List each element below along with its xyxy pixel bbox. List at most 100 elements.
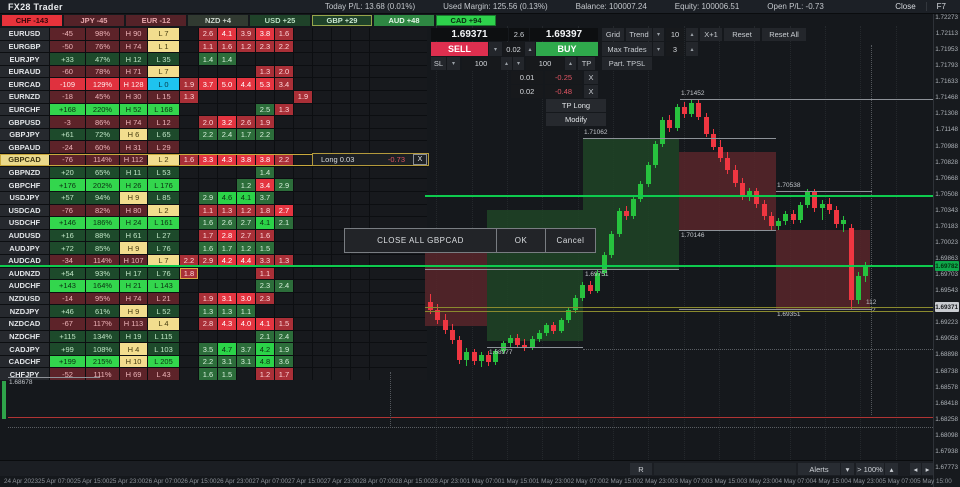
signal-cell: 3.7 xyxy=(199,78,217,91)
close-position-button[interactable]: X xyxy=(413,154,427,165)
pair-label[interactable]: USDCHF xyxy=(0,217,49,229)
zoom-level[interactable]: > 100% xyxy=(856,463,884,475)
signal-cell: 1.2 xyxy=(237,40,255,53)
currency-badge-eur[interactable]: EUR -12 xyxy=(126,15,186,26)
pair-label[interactable]: AUDNZD xyxy=(0,267,49,280)
x-plus-one-button[interactable]: X+1 xyxy=(700,28,722,41)
pair-label[interactable]: NZDUSD xyxy=(0,292,49,305)
currency-badge-nzd[interactable]: NZD +4 xyxy=(188,15,248,26)
pair-label[interactable]: AUDCHF xyxy=(0,280,49,292)
chevron-down-icon[interactable]: ▾ xyxy=(841,463,854,475)
pair-label[interactable]: USDJPY xyxy=(0,191,49,204)
chevron-down-icon[interactable]: ▾ xyxy=(653,28,664,41)
pair-label[interactable]: EURAUD xyxy=(0,65,49,78)
chevron-down-icon[interactable]: ▾ xyxy=(513,57,524,70)
high-value: H 69 xyxy=(120,368,147,381)
change-value: +168 xyxy=(50,103,85,116)
chevron-up-icon[interactable]: ▴ xyxy=(686,28,698,41)
ok-button[interactable]: OK xyxy=(497,229,546,252)
reset-button[interactable]: Reset xyxy=(724,28,760,41)
f7-button[interactable]: F7 xyxy=(925,2,956,11)
chevron-up-icon[interactable]: ▴ xyxy=(885,463,898,475)
sl-input[interactable]: 100 xyxy=(462,57,500,70)
chevron-up-icon[interactable]: ▴ xyxy=(501,57,512,70)
currency-badge-aud[interactable]: AUD +48 xyxy=(374,15,434,26)
partial-close-button[interactable]: X xyxy=(584,85,598,98)
chevron-up-icon[interactable]: ▴ xyxy=(686,42,698,56)
chevron-down-icon[interactable]: ▾ xyxy=(489,42,502,56)
pair-label[interactable]: GBPCHF xyxy=(0,179,49,191)
cancel-button[interactable]: Cancel xyxy=(556,236,585,245)
trend-select[interactable]: Trend xyxy=(626,28,652,41)
empty-cell xyxy=(218,103,236,116)
pair-label[interactable]: EURJPY xyxy=(0,53,49,65)
chevron-down-icon[interactable]: ▾ xyxy=(653,42,664,56)
r-button[interactable]: R xyxy=(630,463,652,475)
tp-input[interactable]: 100 xyxy=(526,57,564,70)
signal-cell: 4.2 xyxy=(218,254,236,267)
buy-button[interactable]: BUY xyxy=(536,42,598,56)
signal-cell: 1.7 xyxy=(275,368,293,381)
modify-menu-item[interactable]: Modify xyxy=(546,113,606,126)
trend-value-input[interactable]: 10 xyxy=(666,28,684,41)
empty-cell xyxy=(180,292,198,305)
pair-label[interactable]: AUDUSD xyxy=(0,229,49,242)
pair-label[interactable]: NZDJPY xyxy=(0,305,49,318)
grid-button[interactable]: Grid xyxy=(602,28,624,41)
pair-label[interactable]: CADJPY xyxy=(0,343,49,355)
time-tick: 26 Apr 15:00 xyxy=(180,478,217,485)
sell-button[interactable]: SELL xyxy=(431,42,488,56)
chevron-down-icon[interactable]: ▾ xyxy=(447,57,460,70)
currency-badge-cad[interactable]: CAD +94 xyxy=(436,15,496,26)
row-trailing-cell xyxy=(370,217,427,229)
pair-label[interactable]: EURNZD xyxy=(0,91,49,103)
chevron-up-icon[interactable]: ▴ xyxy=(565,57,576,70)
partial-tpsl-button[interactable]: Part. TPSL xyxy=(602,57,652,70)
pair-label[interactable]: EURGBP xyxy=(0,40,49,53)
empty-cell xyxy=(237,53,255,65)
chevron-up-icon[interactable]: ▴ xyxy=(525,42,535,56)
tp-long-menu-item[interactable]: TP Long xyxy=(546,99,606,112)
change-value: +61 xyxy=(50,128,85,141)
scroll-left-icon[interactable]: ◂ xyxy=(910,463,921,475)
empty-cell xyxy=(313,179,331,191)
pair-row-nzdusd: NZDUSD -14 95% H 74 L 21 1.9 3.1 3.0 2.3 xyxy=(0,292,427,305)
empty-cell xyxy=(332,292,350,305)
pair-label[interactable]: EURUSD xyxy=(0,28,49,40)
pair-label[interactable]: USDCAD xyxy=(0,204,49,217)
close-button[interactable]: Close xyxy=(895,2,916,11)
currency-badge-usd[interactable]: USD +25 xyxy=(250,15,310,26)
pair-label[interactable]: NZDCHF xyxy=(0,330,49,343)
empty-cell xyxy=(332,204,350,217)
empty-cell xyxy=(351,318,369,330)
pair-label[interactable]: AUDJPY xyxy=(0,242,49,254)
partial-close-button[interactable]: X xyxy=(584,71,598,84)
pair-label[interactable]: AUDCAD xyxy=(0,254,49,267)
pair-label[interactable]: GBPJPY xyxy=(0,128,49,141)
currency-badge-jpy[interactable]: JPY -45 xyxy=(64,15,124,26)
current-price-tag: 1.69782 xyxy=(935,261,959,272)
pair-label[interactable]: NZDCAD xyxy=(0,318,49,330)
pair-label[interactable]: CADCHF xyxy=(0,355,49,368)
pair-label[interactable]: GBPUSD xyxy=(0,116,49,128)
currency-badge-chf[interactable]: CHF -143 xyxy=(2,15,62,26)
currency-badge-gbp[interactable]: GBP +29 xyxy=(312,15,372,26)
scroll-right-icon[interactable]: ▸ xyxy=(922,463,933,475)
pair-label[interactable]: EURCHF xyxy=(0,103,49,116)
candle xyxy=(783,214,789,222)
price-tick: 1.71308 xyxy=(935,110,958,118)
reset-all-button[interactable]: Reset All xyxy=(762,28,806,41)
low-value: L 1 xyxy=(148,40,179,53)
position-pl: -0.73 xyxy=(387,155,405,164)
pair-label[interactable]: EURCAD xyxy=(0,78,49,91)
volume-input[interactable]: 0.02 xyxy=(503,42,524,56)
price-tick: 1.70023 xyxy=(935,238,958,246)
pair-label[interactable]: GBPAUD xyxy=(0,141,49,154)
max-trades-input[interactable]: 3 xyxy=(666,42,684,56)
pair-label[interactable]: GBPNZD xyxy=(0,166,49,179)
high-value: H 52 xyxy=(120,103,147,116)
alerts-button[interactable]: Alerts xyxy=(798,463,840,475)
pair-label[interactable]: CHFJPY xyxy=(0,368,49,381)
pair-label[interactable]: GBPCAD xyxy=(0,154,49,166)
